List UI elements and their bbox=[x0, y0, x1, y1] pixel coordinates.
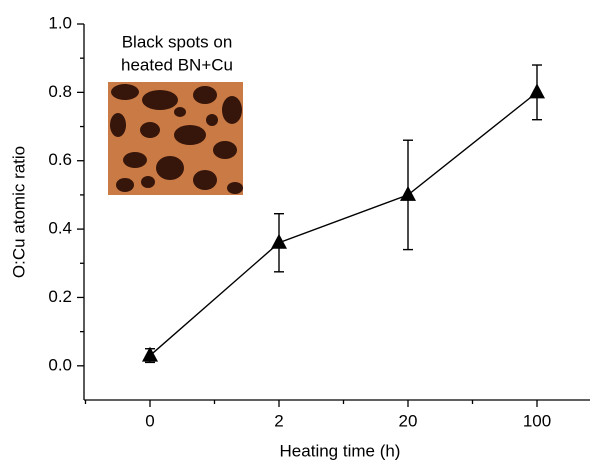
y-tick-label: 0.2 bbox=[48, 287, 72, 306]
x-tick-label: 2 bbox=[274, 411, 283, 430]
marker bbox=[271, 233, 287, 249]
x-tick-label: 0 bbox=[145, 411, 154, 430]
y-tick-label: 0.8 bbox=[48, 82, 72, 101]
y-tick-label: 0.0 bbox=[48, 355, 72, 374]
y-tick-label: 1.0 bbox=[48, 13, 72, 32]
x-axis-label: Heating time (h) bbox=[280, 441, 401, 460]
inset-image bbox=[108, 82, 243, 195]
annotation: heated BN+Cu bbox=[121, 55, 233, 74]
annotation: Black spots on bbox=[122, 32, 233, 51]
y-tick-label: 0.6 bbox=[48, 150, 72, 169]
marker bbox=[400, 185, 416, 201]
y-tick-label: 0.4 bbox=[48, 219, 72, 238]
y-axis-label: O:Cu atomic ratio bbox=[9, 146, 28, 278]
x-tick-label: 20 bbox=[399, 411, 418, 430]
marker bbox=[142, 346, 158, 362]
marker bbox=[529, 83, 545, 99]
data-line bbox=[149, 91, 538, 357]
x-tick-label: 100 bbox=[523, 411, 551, 430]
